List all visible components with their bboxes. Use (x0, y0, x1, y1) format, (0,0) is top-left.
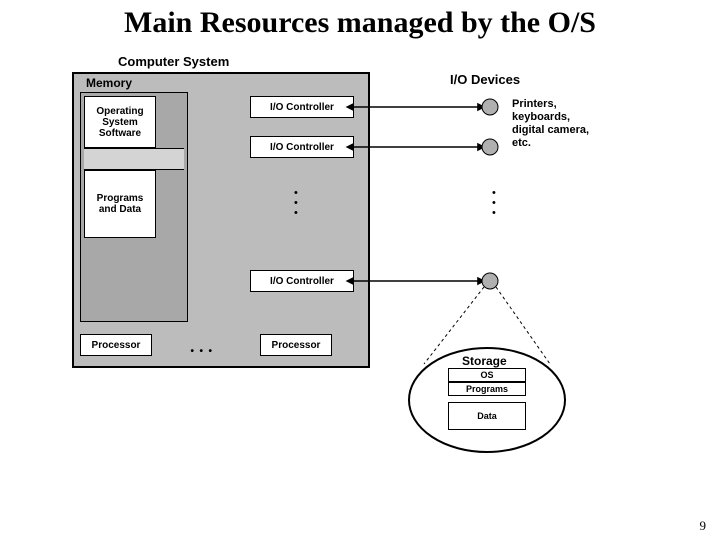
io-controller-2: I/O Controller (250, 136, 354, 158)
memory-gap-strip (84, 148, 184, 170)
page-number: 9 (700, 518, 707, 534)
storage-label: Storage (462, 354, 507, 368)
vertical-ellipsis-io: ••• (294, 188, 298, 218)
storage-data-box: Data (448, 402, 526, 430)
io-controller-3: I/O Controller (250, 270, 354, 292)
os-resources-diagram: Computer System Memory Operating System … (72, 54, 662, 474)
programs-and-data-box: Programs and Data (84, 170, 156, 238)
processor-2: Processor (260, 334, 332, 356)
device-examples-label: Printers, keyboards, digital camera, etc… (512, 98, 589, 150)
storage-programs-box: Programs (448, 382, 526, 396)
operating-system-software-box: Operating System Software (84, 96, 156, 148)
slide-title: Main Resources managed by the O/S (0, 6, 720, 40)
vertical-ellipsis-devices: ••• (492, 188, 496, 218)
storage-os-box: OS (448, 368, 526, 382)
computer-system-label: Computer System (118, 54, 229, 69)
processor-ellipsis: . . . (190, 336, 213, 357)
memory-label: Memory (86, 76, 132, 90)
io-devices-label: I/O Devices (450, 72, 520, 87)
io-controller-1: I/O Controller (250, 96, 354, 118)
processor-1: Processor (80, 334, 152, 356)
